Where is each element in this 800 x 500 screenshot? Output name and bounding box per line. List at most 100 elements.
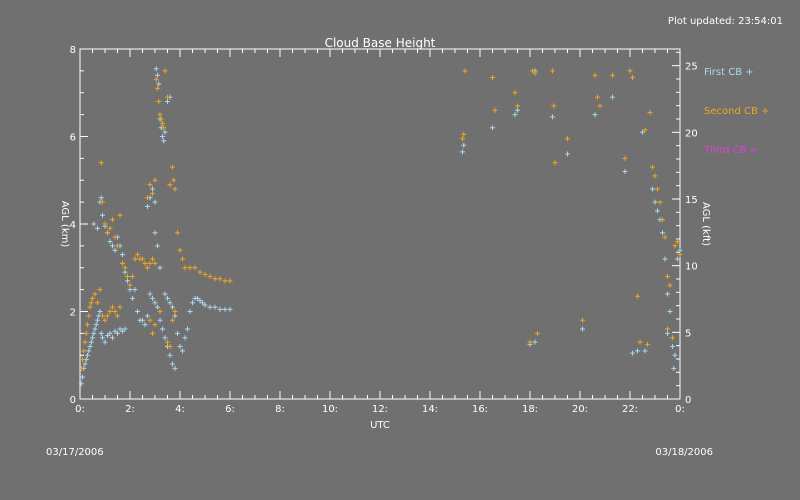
first-cb-point xyxy=(87,344,93,349)
y-tick-label-left: 4 xyxy=(70,220,76,231)
first-cb-point xyxy=(120,328,125,334)
y-tick-label-right: 10 xyxy=(685,262,698,273)
second-cb-point xyxy=(532,70,538,76)
first-cb-point xyxy=(630,350,635,356)
first-cb-point xyxy=(100,212,105,218)
first-cb-point xyxy=(177,344,183,349)
first-cb-point xyxy=(91,221,97,227)
first-cb-point xyxy=(580,326,585,332)
first-cb-point xyxy=(665,330,670,336)
second-cb-point xyxy=(627,68,633,74)
first-cb-point xyxy=(112,247,118,253)
first-cb-point xyxy=(127,287,133,293)
second-cb-point xyxy=(635,293,640,299)
first-cb-point xyxy=(155,304,160,310)
second-cb-point xyxy=(130,274,135,279)
first-cb-point xyxy=(460,149,465,155)
first-cb-point xyxy=(130,295,135,301)
first-cb-point xyxy=(195,295,200,301)
second-cb-point xyxy=(565,136,570,142)
second-cb-point xyxy=(78,365,84,371)
first-cb-point xyxy=(152,199,158,205)
second-cb-point xyxy=(87,304,93,310)
second-cb-point xyxy=(92,291,98,297)
first-cb-point xyxy=(677,247,683,253)
first-cb-point xyxy=(197,298,203,304)
first-cb-point xyxy=(515,107,520,113)
first-cb-point xyxy=(671,365,677,371)
second-cb-point xyxy=(110,217,115,223)
first-cb-point xyxy=(90,335,95,341)
second-cb-point xyxy=(530,68,535,74)
first-cb-point xyxy=(110,243,115,249)
second-cb-point xyxy=(105,313,110,319)
first-cb-point xyxy=(622,169,628,174)
first-cb-point xyxy=(652,199,658,205)
first-cb-point xyxy=(461,142,467,148)
second-cb-point xyxy=(551,103,557,109)
x-tick-label: 20: xyxy=(572,404,588,415)
first-cb-point xyxy=(155,243,160,249)
second-cb-point xyxy=(552,160,558,166)
second-cb-point xyxy=(197,269,203,275)
second-cb-point xyxy=(105,230,110,236)
second-cb-point xyxy=(117,304,123,310)
second-cb-point xyxy=(187,265,193,271)
first-cb-point xyxy=(162,335,168,341)
first-cb-point xyxy=(222,306,228,312)
x-tick-label: 2: xyxy=(125,404,135,415)
first-cb-point xyxy=(135,309,140,314)
second-cb-point xyxy=(112,234,118,240)
first-cb-point xyxy=(92,326,98,332)
second-cb-point xyxy=(170,317,175,323)
second-cb-point xyxy=(135,252,140,258)
second-cb-point xyxy=(610,72,615,78)
first-cb-point xyxy=(160,326,165,332)
first-cb-point xyxy=(85,352,90,358)
second-cb-point xyxy=(662,234,668,240)
second-cb-point xyxy=(227,278,233,284)
x-tick-label: 18: xyxy=(522,404,538,415)
first-cb-point xyxy=(202,302,208,308)
y-tick-label-right: 5 xyxy=(685,328,691,339)
first-cb-point xyxy=(100,335,105,341)
legend-entry: First CB + xyxy=(704,67,754,78)
second-cb-point xyxy=(490,74,495,80)
second-cb-point xyxy=(80,357,85,363)
second-cb-point xyxy=(512,90,518,96)
first-cb-point xyxy=(107,330,113,336)
first-cb-point xyxy=(665,291,670,297)
first-cb-point xyxy=(490,125,495,131)
first-cb-point xyxy=(172,365,178,371)
second-cb-point xyxy=(677,252,683,258)
second-cb-point xyxy=(160,120,165,126)
second-cb-point xyxy=(127,282,133,288)
second-cb-point xyxy=(665,326,670,332)
second-cb-point xyxy=(212,276,218,282)
first-cb-point xyxy=(88,339,94,345)
first-cb-point xyxy=(145,204,150,209)
second-cb-point xyxy=(222,278,228,284)
plot-axes: 0: 2: 4: 6: 8: 10: 12: 14: 16: 18: 20: 22: 0:0246805… xyxy=(70,45,698,415)
y-tick-label-right: 20 xyxy=(685,128,698,139)
second-cb-point xyxy=(645,341,650,347)
x-tick-label: 0: xyxy=(75,404,85,415)
first-cb-point xyxy=(155,72,160,78)
second-cb-point xyxy=(102,221,108,227)
first-cb-point xyxy=(86,348,92,354)
second-cb-point xyxy=(153,77,159,83)
first-cb-point xyxy=(190,300,195,306)
second-cb-point xyxy=(167,182,173,188)
first-cb-point xyxy=(532,339,538,345)
second-cb-point xyxy=(672,243,678,249)
first-cb-point xyxy=(140,317,145,323)
x-tick-label: 6: xyxy=(225,404,235,415)
second-cb-point xyxy=(650,164,655,170)
first-cb-point xyxy=(672,352,678,358)
second-cb-point xyxy=(150,330,155,336)
second-cb-point xyxy=(655,186,660,192)
first-cb-point xyxy=(120,252,125,258)
second-cb-point xyxy=(171,177,177,183)
second-cb-point xyxy=(461,131,467,137)
